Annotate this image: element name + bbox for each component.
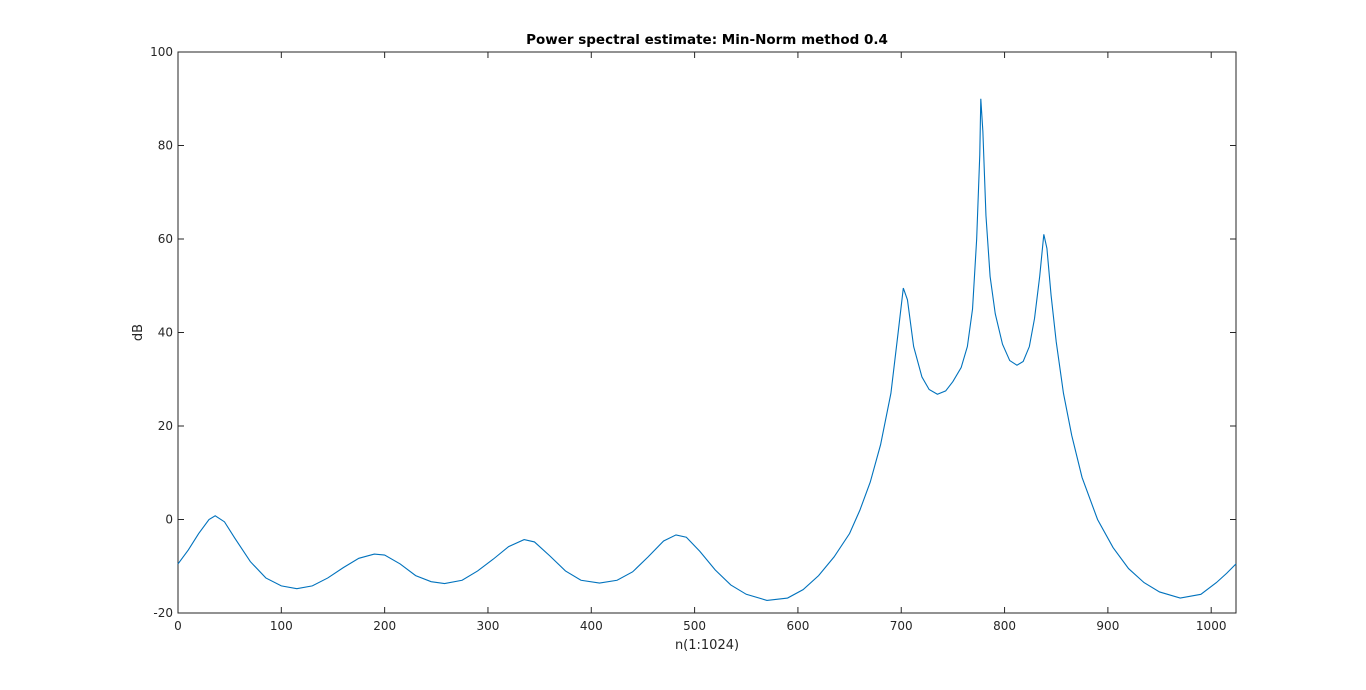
y-tick-label: 40 xyxy=(158,326,173,340)
y-tick-label: -20 xyxy=(153,606,173,620)
series-line xyxy=(177,98,1237,601)
y-tick-label: 20 xyxy=(158,419,173,433)
x-tick-label: 800 xyxy=(993,619,1016,633)
axis-ticks xyxy=(177,51,1236,614)
y-tick-label: 0 xyxy=(165,513,173,527)
plot-area: 0 100 200 300 400 500 600 700 800 900 1000-2002040… xyxy=(150,45,1237,633)
x-tick-label: 700 xyxy=(890,619,913,633)
y-tick-label: 100 xyxy=(150,45,173,59)
x-tick-label: 300 xyxy=(477,619,500,633)
x-axis-label: n(1:1024) xyxy=(675,638,739,653)
chart-title: Power spectral estimate: Min-Norm method… xyxy=(526,32,888,48)
axes-box xyxy=(177,51,1237,614)
x-tick-label: 400 xyxy=(580,619,603,633)
x-tick-label: 900 xyxy=(1096,619,1119,633)
axis-tick-labels: 0 100 200 300 400 500 600 700 800 900 1000-2002040… xyxy=(150,45,1226,633)
y-axis-label: dB xyxy=(131,324,146,341)
x-tick-label: 600 xyxy=(786,619,809,633)
x-tick-label: 100 xyxy=(270,619,293,633)
x-tick-label: 1000 xyxy=(1196,619,1227,633)
y-tick-label: 60 xyxy=(158,232,173,246)
x-tick-label: 500 xyxy=(683,619,706,633)
x-tick-label: 200 xyxy=(373,619,396,633)
y-tick-label: 80 xyxy=(158,139,173,153)
x-tick-label: 0 xyxy=(174,619,182,633)
